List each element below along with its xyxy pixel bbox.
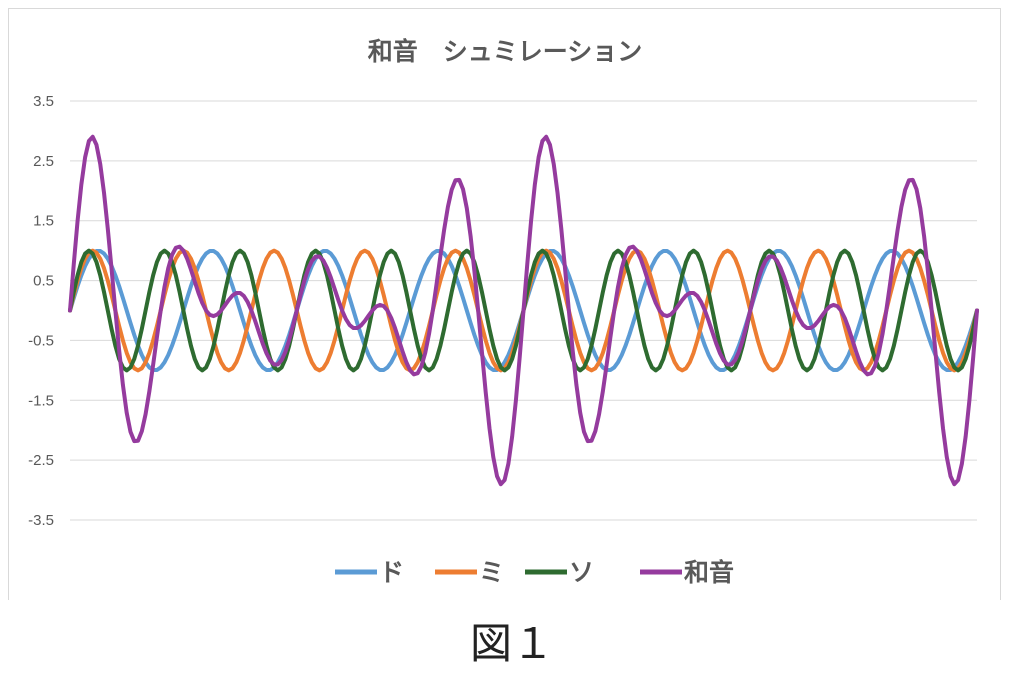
y-tick-label: -1.5 — [28, 392, 54, 409]
legend-item: 和音 — [640, 558, 734, 587]
legend-item: ソ — [525, 558, 594, 587]
series-line-和音 — [68, 134, 979, 487]
series-layer — [68, 134, 979, 487]
legend-label: ソ — [569, 558, 594, 587]
y-tick-label: 3.5 — [33, 93, 54, 110]
figure-caption: 図１ — [469, 619, 554, 668]
legend-label: ド — [379, 558, 404, 587]
y-tick-label: -3.5 — [28, 512, 54, 529]
chart-svg: 和音 シュミレーション 3.5 2.5 1.5 0.5 -0.5 -1.5 -2.5 -3.5… — [28, 37, 979, 587]
chart-title: 和音 シュミレーション — [368, 37, 643, 66]
legend-label: 和音 — [684, 558, 734, 587]
y-tick-label: -0.5 — [28, 332, 54, 349]
y-tick-label: -2.5 — [28, 452, 54, 469]
legend-item: ミ — [435, 558, 504, 587]
legend: ド ミ ソ 和音 — [335, 558, 734, 587]
legend-label: ミ — [479, 558, 504, 587]
y-tick-label: 2.5 — [33, 153, 54, 170]
y-axis-tick-labels: 3.5 2.5 1.5 0.5 -0.5 -1.5 -2.5 -3.5 — [28, 93, 54, 529]
grid-layer — [70, 100, 977, 521]
y-tick-label: 1.5 — [33, 213, 54, 230]
y-tick-label: 0.5 — [33, 273, 54, 290]
legend-item: ド — [335, 558, 404, 587]
